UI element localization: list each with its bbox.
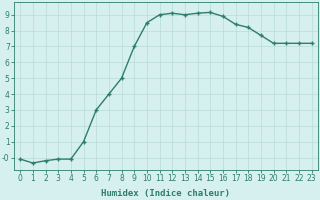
X-axis label: Humidex (Indice chaleur): Humidex (Indice chaleur) xyxy=(101,189,230,198)
